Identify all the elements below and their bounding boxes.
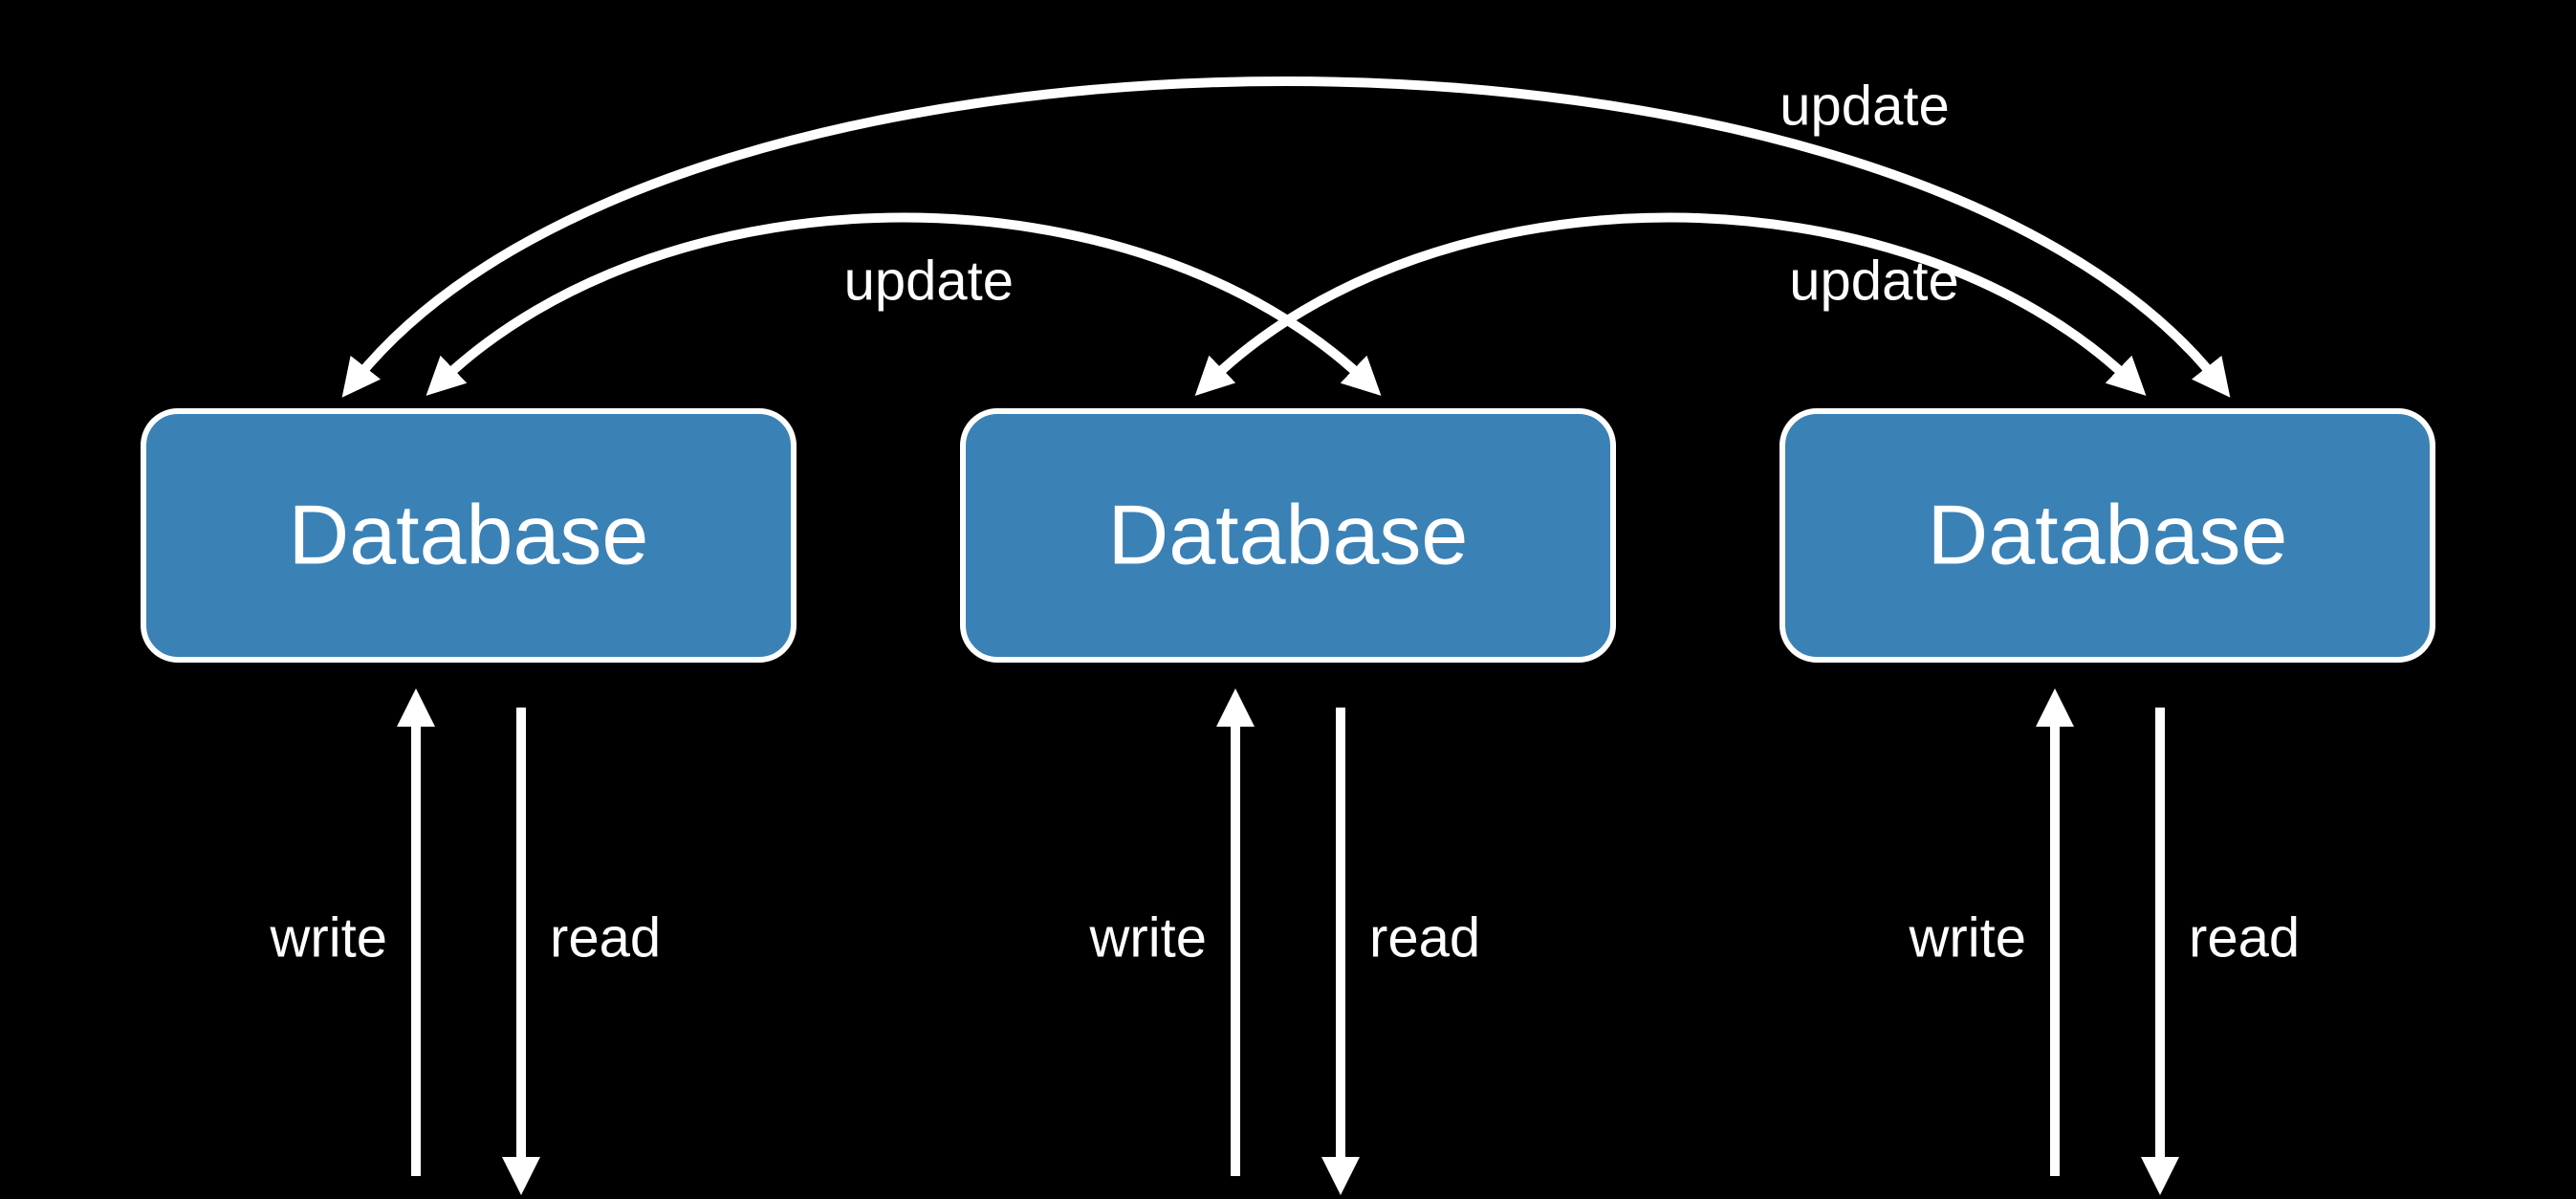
write-label: write xyxy=(1089,906,1207,969)
update-label: update xyxy=(1779,75,1949,137)
database-label: Database xyxy=(289,487,649,581)
write-label: write xyxy=(1909,906,2026,969)
write-label: write xyxy=(270,906,387,969)
update-label: update xyxy=(1789,250,1958,312)
read-label: read xyxy=(2189,906,2300,969)
update-label: update xyxy=(844,250,1014,312)
read-label: read xyxy=(550,906,661,969)
replication-diagram: update update update Database Database Databa… xyxy=(0,0,2576,1199)
database-label: Database xyxy=(1928,487,2288,581)
read-label: read xyxy=(1369,906,1480,969)
database-label: Database xyxy=(1108,487,1469,581)
